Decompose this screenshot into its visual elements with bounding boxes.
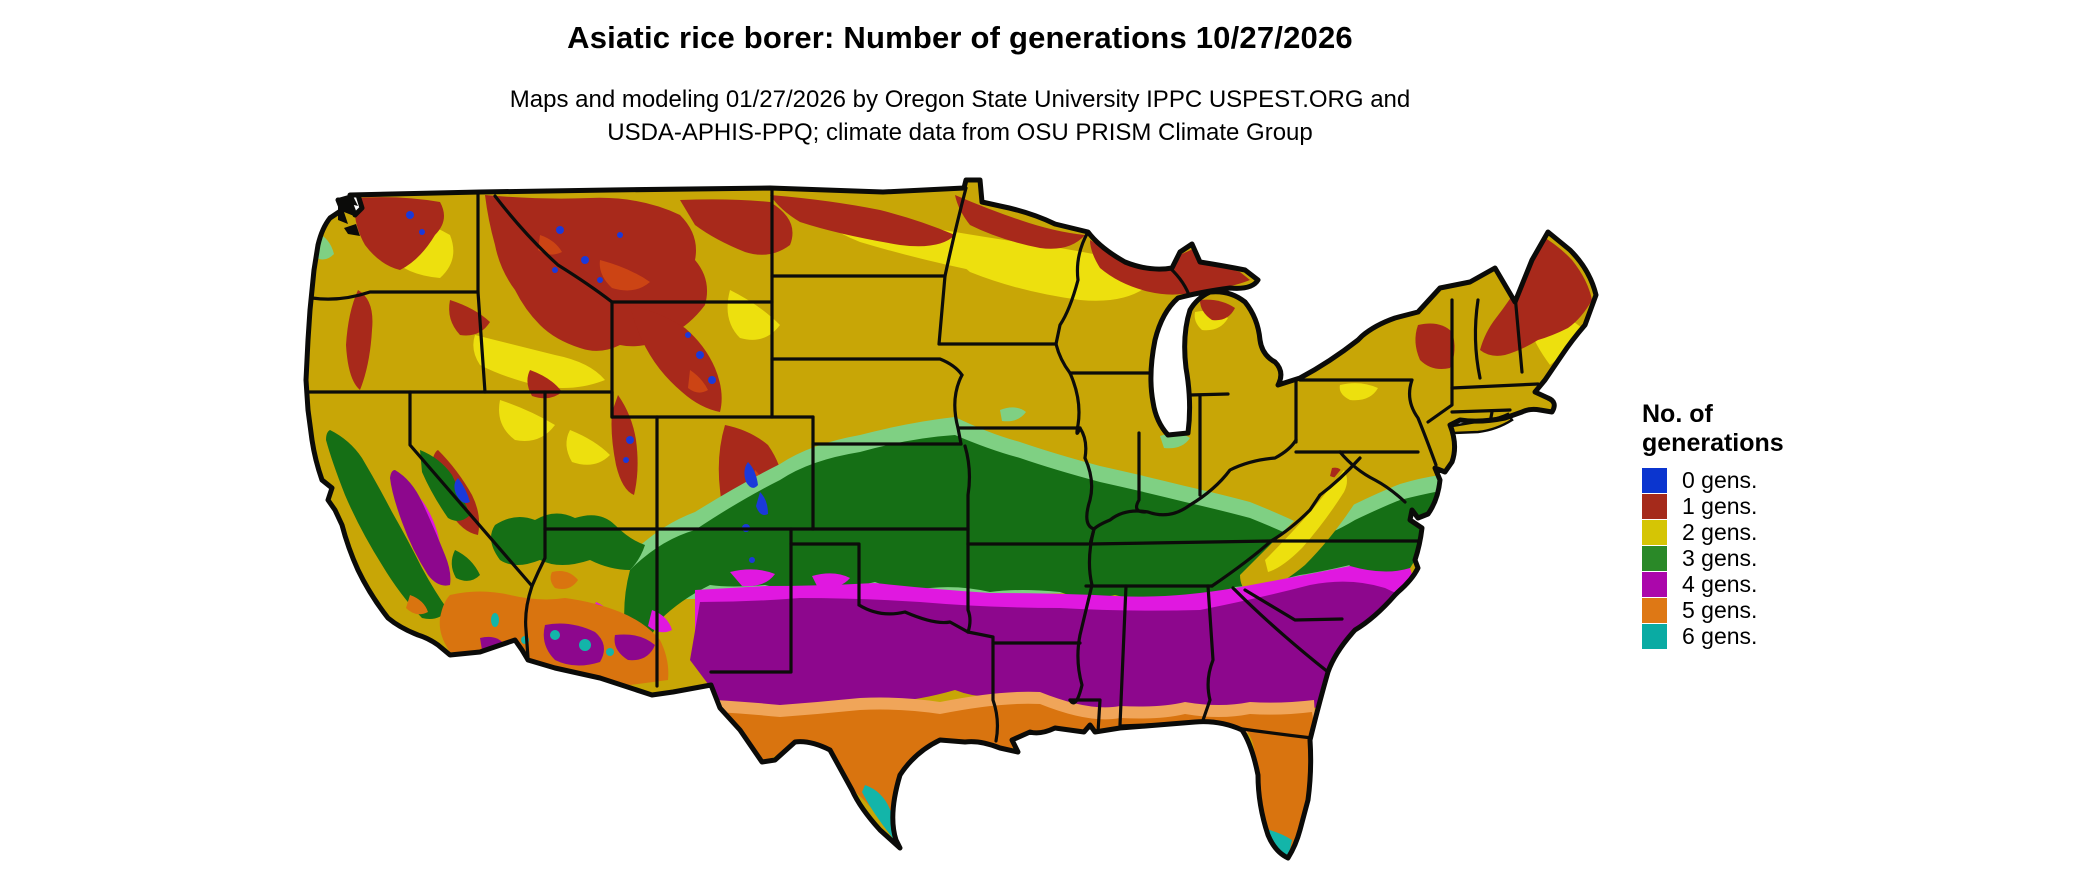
legend-swatch-3-gens (1642, 545, 1667, 571)
conus-generations-map (300, 140, 1620, 892)
legend-item-0-gens: 0 gens. (1642, 467, 1882, 493)
legend-swatch-5-gens (1642, 597, 1667, 623)
legend-swatch-0-gens (1642, 467, 1667, 493)
conus-outline (303, 177, 1599, 861)
legend-title-line-1: No. of (1642, 400, 1713, 428)
legend-swatch-2-gens (1642, 519, 1667, 545)
legend-swatch-1-gens (1642, 493, 1667, 519)
legend-rows: 0 gens. 1 gens. 2 gens. 3 gens. 4 gens. … (1642, 467, 1882, 649)
map-canvas (303, 177, 1599, 861)
legend-swatch-4-gens (1642, 571, 1667, 597)
legend-swatch-6-gens (1642, 623, 1667, 649)
legend-item-2-gens: 2 gens. (1642, 519, 1882, 545)
legend-item-4-gens: 4 gens. (1642, 571, 1882, 597)
legend-label-3-gens: 3 gens. (1682, 545, 1758, 571)
page-title: Asiatic rice borer: Number of generation… (567, 20, 1353, 55)
legend-item-1-gens: 1 gens. (1642, 493, 1882, 519)
legend-item-3-gens: 3 gens. (1642, 545, 1882, 571)
legend-title-line-2: generations (1642, 429, 1784, 457)
zone-4gens (390, 470, 1410, 762)
legend-label-4-gens: 4 gens. (1682, 571, 1758, 597)
zone-0gens-peaks (406, 211, 768, 563)
legend-item-5-gens: 5 gens. (1642, 597, 1882, 623)
state-borders (306, 186, 1540, 743)
puget-sound-ink (338, 194, 360, 236)
legend-label-6-gens: 6 gens. (1682, 623, 1758, 649)
legend-label-1-gens: 1 gens. (1682, 493, 1758, 519)
subtitle-line-1: Maps and modeling 01/27/2026 by Oregon S… (509, 86, 1411, 113)
zone-appalachian-yellow-streak (1265, 470, 1347, 572)
legend: No. of generations 0 gens. 1 gens. 2 gen… (1642, 400, 1882, 649)
subtitle-line-2: USDA-APHIS-PPQ; climate data from OSU PR… (607, 119, 1313, 146)
legend-item-6-gens: 6 gens. (1642, 623, 1882, 649)
legend-label-0-gens: 0 gens. (1682, 467, 1758, 493)
legend-label-2-gens: 2 gens. (1682, 519, 1758, 545)
legend-label-5-gens: 5 gens. (1682, 597, 1758, 623)
